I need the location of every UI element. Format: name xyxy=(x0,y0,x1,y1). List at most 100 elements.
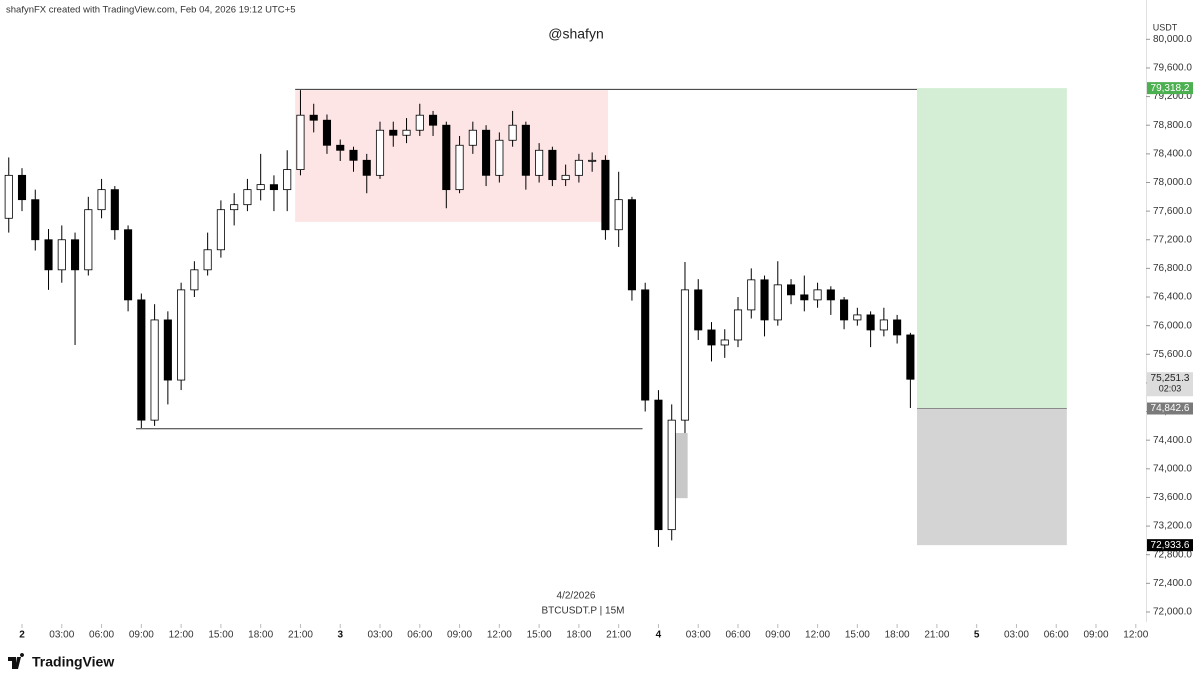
y-tick-label: 74,000.0 xyxy=(1153,463,1192,474)
candle-body xyxy=(124,229,133,301)
candle-body xyxy=(720,339,729,346)
candle-body xyxy=(442,124,451,191)
y-tick-label: 73,200.0 xyxy=(1153,521,1192,532)
x-tick-label: 2 xyxy=(19,630,25,641)
candle-body xyxy=(667,419,676,531)
candle-body xyxy=(4,174,13,219)
profit-zone xyxy=(917,88,1067,409)
candle-body xyxy=(654,399,663,531)
price-label: 79,318.2 xyxy=(1151,83,1190,94)
candle-body xyxy=(455,144,464,191)
y-tick-label: 72,000.0 xyxy=(1153,607,1192,618)
x-tick-label: 21:00 xyxy=(288,630,313,641)
candle-body xyxy=(535,149,544,176)
candle-body xyxy=(203,249,212,271)
x-tick-label: 18:00 xyxy=(885,630,910,641)
x-tick-label: 06:00 xyxy=(407,630,432,641)
x-tick-label: 09:00 xyxy=(1083,630,1108,641)
y-axis-label: USDT xyxy=(1153,22,1178,32)
candle-body xyxy=(44,239,53,271)
y-tick-label: 79,200.0 xyxy=(1153,91,1192,102)
candle-body xyxy=(747,279,756,311)
candle-body xyxy=(733,309,743,341)
logo-icon xyxy=(8,653,25,669)
y-tick-label: 78,800.0 xyxy=(1153,120,1192,131)
candle-body xyxy=(588,159,597,162)
loss-zone xyxy=(917,408,1067,546)
x-tick-label: 03:00 xyxy=(1004,630,1029,641)
candle-body xyxy=(31,199,40,241)
candle-body xyxy=(866,314,875,331)
candle-body xyxy=(110,189,119,231)
x-tick-label: 5 xyxy=(974,630,980,641)
y-tick-label: 72,400.0 xyxy=(1153,578,1192,589)
candle-body xyxy=(362,159,371,176)
symbol-label: BTCUSDT.P | 15M xyxy=(542,606,625,617)
date-label: 4/2/2026 xyxy=(557,591,596,602)
candle-body xyxy=(826,289,835,301)
candle-body xyxy=(694,289,703,331)
candle-body xyxy=(614,199,623,231)
candle-body xyxy=(879,319,888,331)
candle-body xyxy=(641,289,650,401)
candle-body xyxy=(561,174,570,181)
candle-body xyxy=(57,239,66,271)
candle-body xyxy=(429,114,438,126)
x-tick-label: 03:00 xyxy=(686,630,711,641)
brand-logo: TradingView xyxy=(8,653,114,670)
y-tick-label: 75,600.0 xyxy=(1153,349,1192,360)
price-countdown: 02:03 xyxy=(1159,384,1182,394)
candle-body xyxy=(800,294,809,301)
y-tick-label: 78,000.0 xyxy=(1153,177,1192,188)
candle-body xyxy=(508,124,517,141)
price-label-bg xyxy=(1147,539,1193,552)
x-tick-label: 06:00 xyxy=(89,630,114,641)
candle-body xyxy=(137,299,146,421)
y-tick-label: 72,800.0 xyxy=(1153,549,1192,560)
y-tick-label: 76,000.0 xyxy=(1153,320,1192,331)
x-tick-label: 18:00 xyxy=(566,630,591,641)
x-tick-label: 21:00 xyxy=(606,630,631,641)
candle-body xyxy=(309,114,318,121)
candle-body xyxy=(574,159,583,176)
candle-body xyxy=(150,319,159,421)
candle-body xyxy=(840,299,849,321)
candle-body xyxy=(177,289,186,381)
candle-body xyxy=(601,159,610,231)
plot-area: 72,000.0 72,400.0 72,800.0 73,200.0 73,600.0… xyxy=(4,34,1192,641)
candle-body xyxy=(787,284,796,296)
candle-body xyxy=(71,239,80,271)
header: shafynFX created with TradingView.com, F… xyxy=(6,5,295,16)
x-tick-label: 03:00 xyxy=(367,630,392,641)
candle-body xyxy=(190,269,199,291)
candle-body xyxy=(680,289,690,421)
candle-body xyxy=(163,319,172,381)
y-tick-label: 76,400.0 xyxy=(1153,292,1192,303)
chart-title: @shafyn xyxy=(548,26,603,42)
x-tick-label: 06:00 xyxy=(725,630,750,641)
candle-body xyxy=(230,204,239,211)
x-tick-label: 18:00 xyxy=(248,630,273,641)
y-tick-label: 77,200.0 xyxy=(1153,234,1192,245)
candle-body xyxy=(243,189,252,206)
candle-body xyxy=(336,144,345,151)
y-tick-label: 79,600.0 xyxy=(1153,63,1192,74)
candle-body xyxy=(84,209,93,271)
x-tick-label: 4 xyxy=(656,630,662,641)
x-tick-label: 15:00 xyxy=(208,630,233,641)
brand-name: TradingView xyxy=(32,654,114,670)
y-tick-label: 77,600.0 xyxy=(1153,206,1192,217)
price-label-bg xyxy=(1147,82,1193,95)
candle-body xyxy=(389,129,398,136)
candle-body xyxy=(627,199,636,291)
zone-box xyxy=(295,90,609,222)
candle-body xyxy=(495,139,504,176)
candle-body xyxy=(216,209,225,251)
x-tick-label: 21:00 xyxy=(924,630,949,641)
price-label-bg xyxy=(1147,402,1193,415)
price-label: 75,251.3 xyxy=(1151,373,1190,384)
x-tick-label: 12:00 xyxy=(1123,630,1148,641)
x-tick-label: 12:00 xyxy=(805,630,830,641)
